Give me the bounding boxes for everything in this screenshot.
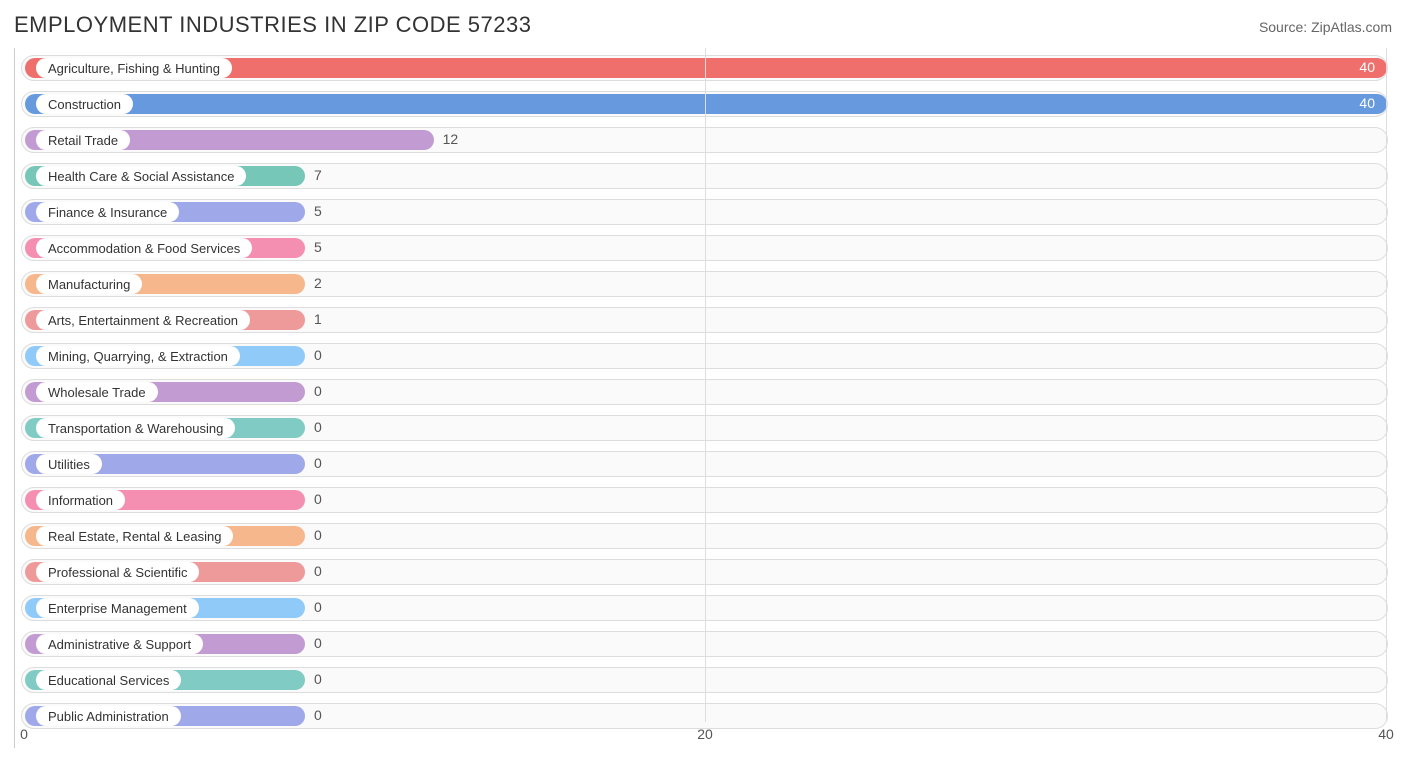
- bar-value: 0: [314, 599, 322, 615]
- bar-value: 0: [314, 383, 322, 399]
- bar-row: Information 0: [15, 484, 1392, 517]
- bar-label: Wholesale Trade: [36, 382, 158, 402]
- bar-row: Utilities 0: [15, 448, 1392, 481]
- bar-value: 5: [314, 239, 322, 255]
- bar-row: Real Estate, Rental & Leasing 0: [15, 520, 1392, 553]
- bar-row: Mining, Quarrying, & Extraction 0: [15, 340, 1392, 373]
- bar-value: 0: [314, 419, 322, 435]
- source-label: Source: ZipAtlas.com: [1259, 19, 1392, 35]
- bar-row: Transportation & Warehousing 0: [15, 412, 1392, 445]
- bar-value: 0: [314, 527, 322, 543]
- bar-row: Manufacturing 2: [15, 268, 1392, 301]
- bar-value: 0: [314, 455, 322, 471]
- bar-label: Health Care & Social Assistance: [36, 166, 246, 186]
- bar-label: Construction: [36, 94, 133, 114]
- bar-label: Arts, Entertainment & Recreation: [36, 310, 250, 330]
- bar-value: 2: [314, 275, 322, 291]
- bar-row: Health Care & Social Assistance 7: [15, 160, 1392, 193]
- bar-label: Manufacturing: [36, 274, 142, 294]
- bar-label: Public Administration: [36, 706, 181, 726]
- bar-value: 0: [314, 707, 322, 723]
- bar-row: Administrative & Support 0: [15, 628, 1392, 661]
- bar-label: Educational Services: [36, 670, 181, 690]
- bar-label: Agriculture, Fishing & Hunting: [36, 58, 232, 78]
- bar-label: Transportation & Warehousing: [36, 418, 235, 438]
- bar-row: Construction 40: [15, 88, 1392, 121]
- bar-rows-container: Agriculture, Fishing & Hunting40Construc…: [15, 48, 1392, 733]
- bar-value: 0: [314, 491, 322, 507]
- bar-label: Information: [36, 490, 125, 510]
- x-tick-label: 20: [697, 726, 713, 742]
- bar-value: 0: [314, 347, 322, 363]
- header: EMPLOYMENT INDUSTRIES IN ZIP CODE 57233 …: [14, 12, 1392, 38]
- bar-row: Finance & Insurance 5: [15, 196, 1392, 229]
- bar-value: 5: [314, 203, 322, 219]
- bar-value: 0: [314, 563, 322, 579]
- bar-label: Retail Trade: [36, 130, 130, 150]
- bar-value: 0: [314, 635, 322, 651]
- bar-label: Finance & Insurance: [36, 202, 179, 222]
- bar-value: 40: [1359, 59, 1375, 75]
- x-tick-label: 0: [20, 726, 28, 742]
- bar-value: 0: [314, 671, 322, 687]
- bar-row: Retail Trade 12: [15, 124, 1392, 157]
- bar-row: Wholesale Trade 0: [15, 376, 1392, 409]
- bar-row: Enterprise Management 0: [15, 592, 1392, 625]
- chart-title: EMPLOYMENT INDUSTRIES IN ZIP CODE 57233: [14, 12, 532, 38]
- bar-value: 7: [314, 167, 322, 183]
- bar-row: Professional & Scientific 0: [15, 556, 1392, 589]
- bar-label: Professional & Scientific: [36, 562, 199, 582]
- bar-label: Enterprise Management: [36, 598, 199, 618]
- bar-row: Agriculture, Fishing & Hunting 40: [15, 52, 1392, 85]
- bar-label: Real Estate, Rental & Leasing: [36, 526, 233, 546]
- bar-label: Mining, Quarrying, & Extraction: [36, 346, 240, 366]
- bar-fill: [25, 94, 1387, 114]
- x-tick-label: 40: [1378, 726, 1394, 742]
- bar-value: 1: [314, 311, 322, 327]
- bar-value: 12: [443, 131, 459, 147]
- bar-label: Utilities: [36, 454, 102, 474]
- bar-row: Arts, Entertainment & Recreation 1: [15, 304, 1392, 337]
- bar-value: 40: [1359, 95, 1375, 111]
- bar-label: Administrative & Support: [36, 634, 203, 654]
- gridline: [1386, 48, 1387, 722]
- bar-row: Accommodation & Food Services 5: [15, 232, 1392, 265]
- bar-row: Educational Services 0: [15, 664, 1392, 697]
- chart-area: Agriculture, Fishing & Hunting40Construc…: [14, 48, 1392, 748]
- x-axis: 0 20 40: [15, 724, 1392, 748]
- bar-label: Accommodation & Food Services: [36, 238, 252, 258]
- gridline: [705, 48, 706, 722]
